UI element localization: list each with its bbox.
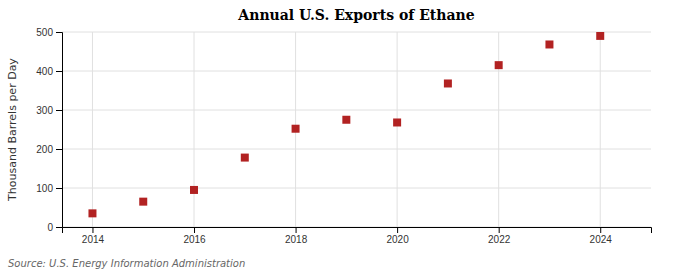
y-tick: 300 [36, 105, 62, 116]
y-tick-label: 100 [36, 183, 53, 194]
y-tick-mark [56, 110, 62, 111]
y-tick-label: 0 [47, 222, 53, 233]
y-tick: 0 [47, 222, 62, 233]
point [545, 40, 553, 48]
y-tick-mark [56, 32, 62, 33]
x-tick-mark [92, 227, 93, 233]
y-axis: 0 100 200 300 400 500 [36, 27, 62, 233]
y-axis-title: Thousand Barrels per Day [6, 58, 19, 202]
y-tick-mark [56, 227, 62, 228]
chart: 2014 2016 2018 2020 2022 2024 0 100 200 300 400 500… [0, 0, 675, 275]
x-tick: 2024 [590, 227, 613, 245]
y-tick-label: 300 [36, 105, 53, 116]
point [190, 186, 198, 194]
y-grid-line [62, 110, 651, 111]
x-tick: 2020 [386, 227, 409, 245]
point [139, 198, 147, 206]
y-tick-label: 500 [36, 27, 53, 38]
x-tick-label: 2022 [488, 234, 511, 245]
grid [62, 32, 651, 227]
x-grid-line [194, 32, 195, 227]
y-tick: 400 [36, 66, 62, 77]
y-tick: 200 [36, 144, 62, 155]
source-note: Source: U.S. Energy Information Administ… [8, 258, 245, 269]
x-grid-line [600, 32, 601, 227]
x-tick-mark [296, 227, 297, 233]
y-axis-line [56, 33, 63, 228]
y-tick: 100 [36, 183, 62, 194]
x-tick: 2022 [488, 227, 511, 245]
point [495, 61, 503, 69]
point [393, 118, 401, 126]
title: Annual U.S. Exports of Ethane [237, 7, 474, 23]
point [88, 209, 96, 217]
y-grid-line [62, 32, 651, 33]
y-tick-label: 400 [36, 66, 53, 77]
x-tick-mark [397, 227, 398, 233]
x-tick-mark [600, 227, 601, 233]
x-tick-mark [499, 227, 500, 233]
point [596, 32, 604, 40]
x-axis: 2014 2016 2018 2020 2022 2024 [63, 227, 652, 245]
x-tick-mark [194, 227, 195, 233]
y-tick-mark [56, 188, 62, 189]
x-tick-label: 2020 [386, 234, 409, 245]
plot: 2014 2016 2018 2020 2022 2024 0 100 200 300 400 500 [36, 27, 651, 245]
point [444, 79, 452, 87]
x-tick-label: 2024 [590, 234, 613, 245]
x-tick-label: 2014 [82, 234, 105, 245]
y-tick-label: 200 [36, 144, 53, 155]
x-tick: 2014 [82, 227, 105, 245]
x-tick: 2016 [183, 227, 206, 245]
x-axis-line [63, 228, 652, 234]
x-tick-label: 2018 [285, 234, 308, 245]
x-tick-label: 2016 [183, 234, 206, 245]
point [292, 125, 300, 133]
x-grid-line [397, 32, 398, 227]
y-grid-line [62, 71, 651, 72]
y-tick: 500 [36, 27, 62, 38]
x-tick: 2018 [285, 227, 308, 245]
y-grid-line [62, 188, 651, 189]
x-grid-line [92, 32, 93, 227]
points [88, 32, 604, 217]
point [342, 116, 350, 124]
y-tick-mark [56, 71, 62, 72]
y-tick-mark [56, 149, 62, 150]
y-grid-line [62, 149, 651, 150]
point [241, 154, 249, 162]
